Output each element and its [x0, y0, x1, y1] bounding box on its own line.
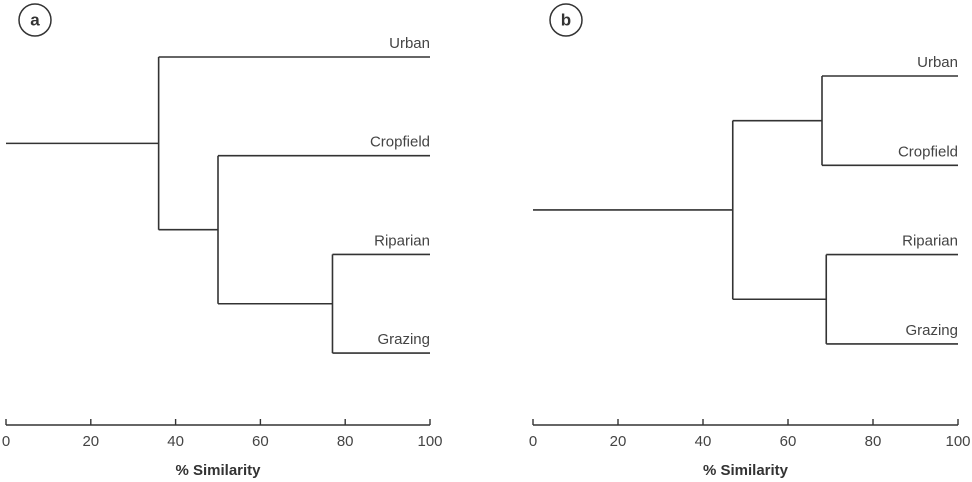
leaf-label: Grazing: [377, 331, 430, 348]
x-tick-label: 100: [945, 433, 970, 450]
x-tick-label: 80: [337, 433, 354, 450]
leaf-label: Cropfield: [898, 143, 958, 160]
leaf-label: Riparian: [374, 232, 430, 249]
x-tick-label: 60: [780, 433, 797, 450]
leaf-label: Cropfield: [370, 134, 430, 151]
x-axis-title: % Similarity: [175, 462, 261, 479]
x-axis-title: % Similarity: [703, 462, 789, 479]
x-tick-label: 100: [417, 433, 442, 450]
x-tick-label: 20: [610, 433, 627, 450]
x-tick-label: 20: [82, 433, 99, 450]
x-tick-label: 40: [695, 433, 712, 450]
x-tick-label: 0: [2, 433, 10, 450]
leaf-label: Urban: [389, 35, 430, 52]
x-tick-label: 60: [252, 433, 269, 450]
x-tick-label: 0: [529, 433, 537, 450]
leaf-label: Riparian: [902, 233, 958, 250]
x-tick-label: 80: [865, 433, 882, 450]
panel-label: b: [561, 10, 571, 29]
panel-label-circle: [549, 3, 583, 37]
x-tick-label: 40: [167, 433, 184, 450]
leaf-label: Urban: [917, 54, 958, 71]
leaf-label: Grazing: [905, 322, 958, 339]
panel-label: a: [30, 10, 40, 29]
panel-label-circle: [18, 3, 52, 37]
